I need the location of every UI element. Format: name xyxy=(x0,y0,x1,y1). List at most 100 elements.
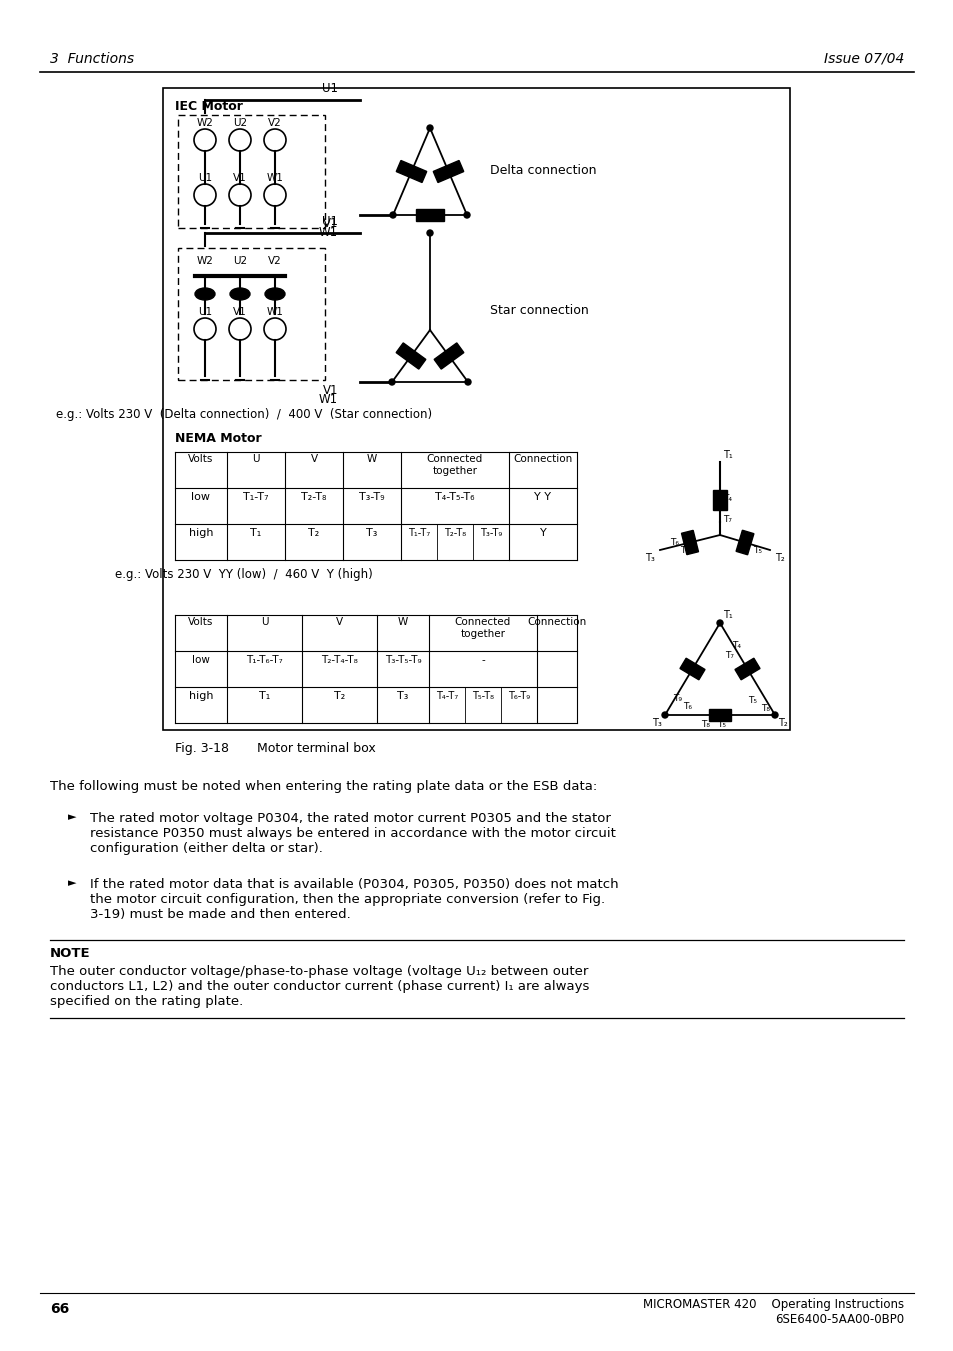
Text: U: U xyxy=(252,454,259,463)
Text: Volts: Volts xyxy=(188,617,213,627)
Text: U1: U1 xyxy=(322,82,337,95)
Text: low: low xyxy=(192,655,210,665)
Text: V2: V2 xyxy=(268,118,281,128)
Text: W1: W1 xyxy=(266,307,283,317)
Text: T₅: T₅ xyxy=(717,720,726,730)
Text: W2: W2 xyxy=(196,255,213,266)
Text: T₅: T₅ xyxy=(747,696,757,705)
Text: T₄-T₇: T₄-T₇ xyxy=(436,690,457,701)
Bar xyxy=(178,115,325,228)
Text: U: U xyxy=(260,617,268,627)
Text: e.g.: Volts 230 V  YY (low)  /  460 V  Y (high): e.g.: Volts 230 V YY (low) / 460 V Y (hi… xyxy=(115,567,373,581)
Text: NEMA Motor: NEMA Motor xyxy=(174,432,261,444)
Text: U2: U2 xyxy=(233,255,247,266)
Circle shape xyxy=(717,620,722,626)
Text: The following must be noted when entering the rating plate data or the ESB data:: The following must be noted when enterin… xyxy=(50,780,597,793)
Bar xyxy=(712,490,726,509)
Text: W: W xyxy=(367,454,376,463)
Bar xyxy=(434,343,463,369)
Bar xyxy=(736,530,753,555)
Text: V: V xyxy=(335,617,343,627)
Ellipse shape xyxy=(194,288,214,300)
Circle shape xyxy=(427,126,433,131)
Text: T₇: T₇ xyxy=(724,651,733,661)
Text: T₄: T₄ xyxy=(722,494,731,503)
Text: V2: V2 xyxy=(268,255,281,266)
Text: W1: W1 xyxy=(318,393,337,407)
Text: Volts: Volts xyxy=(188,454,213,463)
Bar xyxy=(680,531,698,555)
Bar xyxy=(395,343,425,369)
Text: T₁-T₆-T₇: T₁-T₆-T₇ xyxy=(246,655,283,665)
Text: T₂: T₂ xyxy=(308,528,319,538)
Text: V: V xyxy=(310,454,317,463)
Text: MICROMASTER 420    Operating Instructions: MICROMASTER 420 Operating Instructions xyxy=(642,1298,903,1310)
Bar xyxy=(395,161,426,182)
Text: W1: W1 xyxy=(318,226,337,239)
Text: U2: U2 xyxy=(233,118,247,128)
Text: U1: U1 xyxy=(322,215,337,228)
Text: T₇: T₇ xyxy=(722,515,731,524)
Text: T₆-T₉: T₆-T₉ xyxy=(507,690,530,701)
Text: T₅-T₈: T₅-T₈ xyxy=(472,690,494,701)
Bar xyxy=(178,249,325,380)
Text: The outer conductor voltage/phase-to-phase voltage (voltage U₁₂ between outer
co: The outer conductor voltage/phase-to-pha… xyxy=(50,965,589,1008)
Text: T₃-T₉: T₃-T₉ xyxy=(359,492,384,503)
Text: ►: ► xyxy=(68,878,76,888)
Text: IEC Motor: IEC Motor xyxy=(174,100,243,113)
Text: The rated motor voltage P0304, the rated motor current P0305 and the stator
resi: The rated motor voltage P0304, the rated… xyxy=(90,812,616,855)
Circle shape xyxy=(389,380,395,385)
Text: T₁: T₁ xyxy=(258,690,270,701)
Text: T₁-T₇: T₁-T₇ xyxy=(243,492,269,503)
Circle shape xyxy=(661,712,667,717)
Ellipse shape xyxy=(265,288,285,300)
Text: T₂-T₈: T₂-T₈ xyxy=(443,528,466,538)
Text: Fig. 3-18       Motor terminal box: Fig. 3-18 Motor terminal box xyxy=(174,742,375,755)
Text: ►: ► xyxy=(68,812,76,821)
Text: T₂: T₂ xyxy=(774,553,784,563)
Text: T₄: T₄ xyxy=(731,640,740,650)
Text: W1: W1 xyxy=(266,173,283,182)
Text: T₃: T₃ xyxy=(652,717,661,728)
Bar xyxy=(708,709,730,721)
Text: T₈: T₈ xyxy=(700,720,710,730)
Text: -: - xyxy=(480,655,484,665)
Text: T₁: T₁ xyxy=(722,611,732,620)
Circle shape xyxy=(390,212,395,218)
Text: T₃: T₃ xyxy=(366,528,377,538)
Text: Delta connection: Delta connection xyxy=(490,163,596,177)
Bar xyxy=(734,658,760,680)
Text: V1: V1 xyxy=(322,384,337,397)
Text: Y: Y xyxy=(539,528,546,538)
Text: If the rated motor data that is available (P0304, P0305, P0350) does not match
t: If the rated motor data that is availabl… xyxy=(90,878,618,921)
Ellipse shape xyxy=(230,288,250,300)
Text: T₃: T₃ xyxy=(396,690,408,701)
Text: T₁: T₁ xyxy=(722,450,732,459)
Text: 66: 66 xyxy=(50,1302,70,1316)
Text: T₂: T₂ xyxy=(334,690,345,701)
Text: NOTE: NOTE xyxy=(50,947,91,961)
Text: V1: V1 xyxy=(233,307,247,317)
Circle shape xyxy=(771,712,778,717)
Text: T₆: T₆ xyxy=(682,703,691,711)
Bar xyxy=(679,658,704,680)
Text: Connection: Connection xyxy=(513,454,572,463)
Text: W2: W2 xyxy=(196,118,213,128)
Bar xyxy=(433,161,463,182)
Text: Y Y: Y Y xyxy=(534,492,551,503)
Text: Star connection: Star connection xyxy=(490,304,588,316)
Text: T₁-T₇: T₁-T₇ xyxy=(408,528,430,538)
Text: W: W xyxy=(397,617,408,627)
Text: high: high xyxy=(189,528,213,538)
Text: T₃: T₃ xyxy=(644,553,655,563)
Text: 6SE6400-5AA00-0BP0: 6SE6400-5AA00-0BP0 xyxy=(774,1313,903,1325)
Circle shape xyxy=(463,212,470,218)
Text: low: low xyxy=(192,492,211,503)
Text: e.g.: Volts 230 V  (Delta connection)  /  400 V  (Star connection): e.g.: Volts 230 V (Delta connection) / 4… xyxy=(56,408,432,422)
Text: T₃-T₉: T₃-T₉ xyxy=(479,528,501,538)
Circle shape xyxy=(427,230,433,236)
Text: U1: U1 xyxy=(197,173,212,182)
Text: T₄-T₅-T₆: T₄-T₅-T₆ xyxy=(435,492,475,503)
Text: V1: V1 xyxy=(322,218,337,230)
Bar xyxy=(416,209,443,222)
